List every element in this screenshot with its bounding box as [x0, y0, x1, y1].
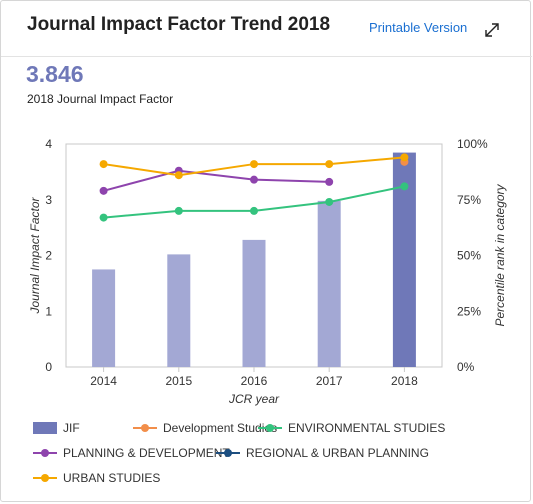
legend-swatch [133, 424, 157, 432]
legend-swatch [33, 422, 57, 434]
legend-label: JIF [63, 421, 80, 435]
legend-swatch [33, 474, 57, 482]
urban-studies-point [250, 160, 258, 169]
urban-studies-point [325, 160, 334, 169]
x-tick-label: 2016 [241, 374, 268, 388]
y2-tick-label: 0% [457, 360, 475, 374]
environmental-studies-point [99, 213, 108, 222]
jif-trend-chart: 0 1 2 3 4 0% 25% 50% 75% 100% 2014 2015 2016 2017 2018… [28, 137, 507, 406]
x-axis-title: JCR year [228, 392, 280, 406]
y-tick-label: 1 [45, 304, 52, 318]
legend-item[interactable]: JIF [33, 421, 80, 435]
legend-label: Development Studies [163, 421, 278, 435]
urban-studies-point [174, 171, 183, 180]
expand-arrows-icon[interactable] [483, 21, 501, 39]
jif-bar [392, 152, 416, 367]
y-tick-label: 0 [45, 360, 52, 374]
printable-version-link[interactable]: Printable Version [369, 20, 468, 35]
legend-item[interactable]: ENVIRONMENTAL STUDIES [258, 421, 445, 435]
legend-label: ENVIRONMENTAL STUDIES [288, 421, 446, 435]
y2-axis-title: Percentile rank in category [493, 183, 507, 326]
legend-label: URBAN STUDIES [63, 471, 161, 485]
legend-item[interactable]: Development Studies [133, 421, 277, 435]
jif-caption: 2018 Journal Impact Factor [27, 92, 174, 106]
jif-bar [92, 269, 116, 367]
legend-item[interactable]: URBAN STUDIES [33, 471, 160, 485]
environmental-studies-point [400, 182, 409, 191]
planning-development-point [99, 186, 108, 195]
legend-item[interactable]: REGIONAL & URBAN PLANNING [216, 446, 429, 460]
planning-development-point [250, 175, 258, 184]
planning-development-point [325, 177, 334, 186]
y-tick-label: 2 [45, 249, 52, 263]
urban-studies-point [99, 160, 108, 169]
y-tick-label: 4 [45, 137, 52, 151]
jif-value: 3.846 [26, 61, 84, 87]
y-axis-title: Journal Impact Factor [28, 196, 42, 314]
card-title: Journal Impact Factor Trend 2018 [27, 14, 331, 35]
jif-bar [242, 239, 266, 367]
jif-bar [167, 254, 191, 367]
x-tick-label: 2017 [316, 374, 343, 388]
planning-development-line [103, 169, 330, 192]
legend-swatch [33, 449, 57, 457]
environmental-studies-point [250, 206, 258, 215]
legend-label: REGIONAL & URBAN PLANNING [246, 446, 429, 460]
x-tick-label: 2018 [391, 374, 418, 388]
card-header: Journal Impact Factor Trend 2018 Printab… [1, 1, 532, 57]
environmental-studies-point [325, 197, 334, 206]
legend-swatch [216, 449, 240, 457]
environmental-studies-point [174, 206, 183, 215]
x-tick-label: 2015 [165, 374, 192, 388]
urban-studies-point [400, 153, 409, 162]
y-tick-label: 3 [45, 193, 52, 207]
jif-bar [317, 200, 341, 367]
y2-tick-label: 100% [457, 137, 488, 151]
legend-item[interactable]: PLANNING & DEVELOPMENT [33, 446, 230, 460]
x-tick-label: 2014 [90, 374, 117, 388]
y2-tick-label: 50% [457, 249, 481, 263]
legend-swatch [258, 424, 282, 432]
legend-label: PLANNING & DEVELOPMENT [63, 446, 230, 460]
y2-tick-label: 75% [457, 193, 481, 207]
y2-tick-label: 25% [457, 304, 481, 318]
